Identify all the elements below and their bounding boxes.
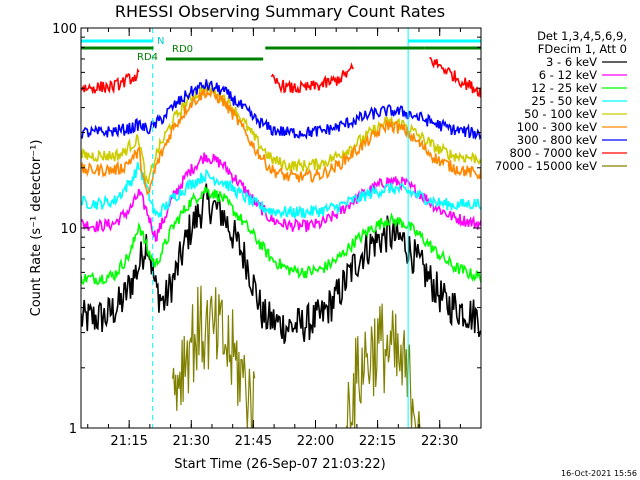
- state-bar-rd0: [424, 46, 481, 50]
- series-line-50to100keV: [81, 80, 481, 185]
- state-bar-rd4: [165, 57, 264, 61]
- x-tick-label: 21:45: [235, 434, 272, 449]
- series-line-800to7000keV: [81, 57, 481, 98]
- series-line-6to12keV: [81, 152, 481, 242]
- x-axis-label: Start Time (26-Sep-07 21:03:22): [174, 457, 385, 472]
- state-bar-label-n: N: [157, 36, 164, 47]
- state-bar-n: [408, 39, 481, 43]
- legend-entry-label: 12 - 25 keV: [531, 81, 597, 95]
- legend-header: FDecim 1, Att 0: [538, 42, 627, 56]
- legend-entry-label: 100 - 300 keV: [517, 120, 597, 134]
- state-bar-label-rd4: RD4: [137, 52, 158, 63]
- state-bar-rd0: [81, 46, 154, 50]
- series-line-100to300keV: [81, 87, 481, 196]
- footer-date: 16-Oct-2021 15:56: [561, 469, 637, 478]
- y-axis-label: Count Rate (s⁻¹ detector⁻¹): [29, 140, 44, 317]
- chart-title: RHESSI Observing Summary Count Rates: [115, 2, 445, 21]
- series-line-25to50keV: [81, 162, 481, 220]
- x-tick-label: 22:15: [359, 434, 396, 449]
- x-tick-label: 21:30: [173, 434, 210, 449]
- series-line-300to800keV: [81, 79, 481, 141]
- state-bar-rd0: [358, 46, 425, 50]
- x-tick-label: 22:30: [421, 434, 458, 449]
- legend-entry-label: 50 - 100 keV: [524, 107, 597, 121]
- series-line-3to6keV: [81, 183, 481, 344]
- state-bar-label-rd0: RD0: [172, 44, 193, 55]
- legend-entry-label: 25 - 50 keV: [531, 94, 597, 108]
- x-tick-label: 22:00: [297, 434, 334, 449]
- legend-entry-label: 7000 - 15000 keV: [495, 159, 597, 173]
- legend-header: Det 1,3,4,5,6,9,: [537, 29, 627, 43]
- y-tick-label: 100: [52, 22, 77, 37]
- x-tick-label: 21:15: [110, 434, 147, 449]
- y-tick-label: 1: [69, 422, 77, 437]
- legend-entry-label: 6 - 12 keV: [539, 68, 597, 82]
- state-bar-rd0: [265, 46, 359, 50]
- y-tick-label: 10: [60, 222, 77, 237]
- legend-entry-label: 300 - 800 keV: [517, 133, 597, 147]
- state-bar-n: [81, 39, 153, 43]
- series-line-12to25keV: [81, 186, 481, 286]
- legend-entry-label: 800 - 7000 keV: [509, 146, 597, 160]
- legend-entry-label: 3 - 6 keV: [546, 55, 597, 69]
